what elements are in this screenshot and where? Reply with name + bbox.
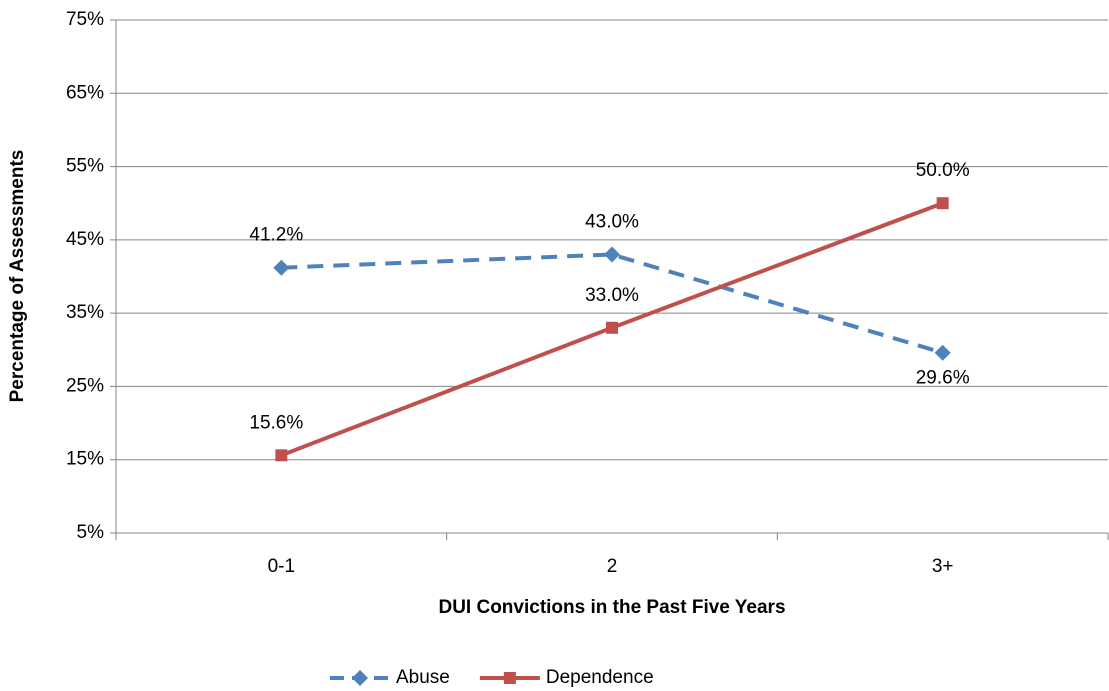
y-tick-label: 75% — [66, 9, 104, 30]
legend-marker — [352, 670, 368, 686]
y-tick-label: 25% — [66, 375, 104, 396]
marker — [936, 197, 949, 210]
x-axis-title: DUI Convictions in the Past Five Years — [438, 597, 785, 618]
legend-label: Dependence — [546, 667, 654, 688]
y-tick-label: 35% — [66, 302, 104, 323]
marker — [934, 344, 951, 361]
data-label: 43.0% — [585, 212, 639, 233]
y-tick-label: 45% — [66, 229, 104, 250]
legend-label: Abuse — [396, 667, 450, 688]
legend-marker — [503, 672, 516, 684]
y-tick-label: 15% — [66, 449, 104, 470]
x-tick-label: 3+ — [932, 556, 954, 577]
data-label: 33.0% — [585, 285, 639, 306]
data-label: 29.6% — [916, 368, 970, 389]
marker — [275, 449, 288, 462]
marker — [606, 321, 618, 334]
y-tick-label: 5% — [77, 522, 105, 543]
marker — [604, 246, 620, 263]
series-line — [281, 252, 944, 355]
data-label: 15.6% — [249, 412, 303, 433]
x-tick-label: 2 — [607, 556, 618, 577]
x-tick-label: 0-1 — [268, 556, 295, 577]
data-label: 41.2% — [249, 225, 303, 246]
y-tick-label: 65% — [66, 82, 104, 103]
y-axis-title: Percentage of Assessments — [7, 150, 28, 403]
y-tick-label: 55% — [66, 156, 104, 177]
marker — [273, 259, 290, 276]
data-label: 50.0% — [916, 160, 970, 181]
